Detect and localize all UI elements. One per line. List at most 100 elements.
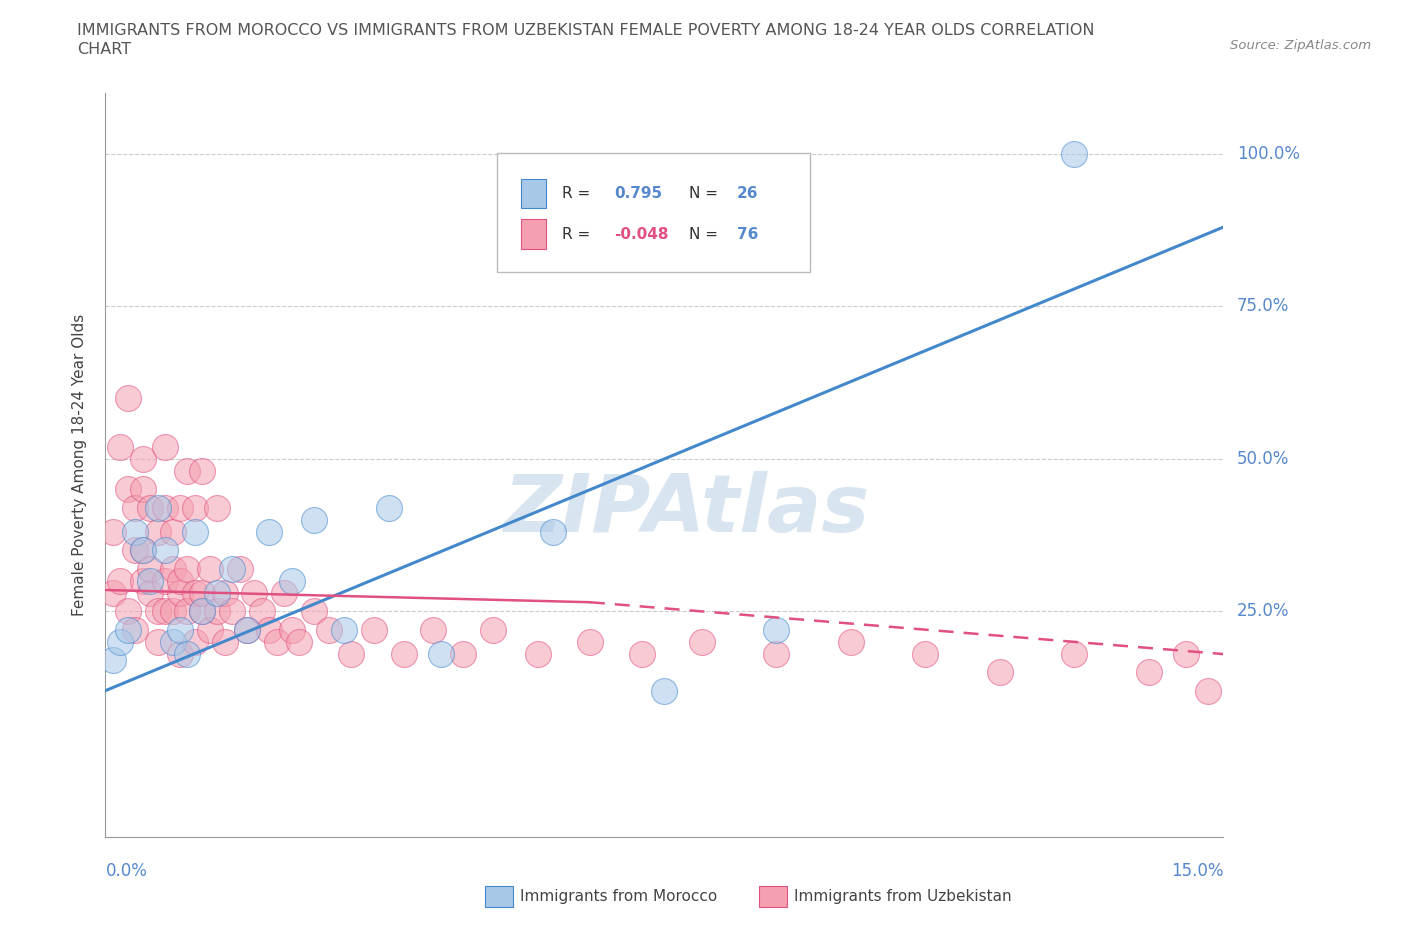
Text: 0.0%: 0.0% bbox=[105, 862, 148, 880]
Point bbox=[132, 482, 155, 497]
Point bbox=[214, 634, 236, 649]
Point bbox=[259, 525, 281, 539]
Text: Immigrants from Uzbekistan: Immigrants from Uzbekistan bbox=[794, 889, 1012, 904]
Point bbox=[169, 574, 191, 589]
Point bbox=[914, 646, 936, 661]
Text: 100.0%: 100.0% bbox=[1237, 145, 1301, 163]
Text: R =: R = bbox=[561, 186, 589, 201]
Point bbox=[318, 622, 340, 637]
Point bbox=[191, 604, 214, 618]
Point bbox=[482, 622, 505, 637]
Point bbox=[162, 525, 184, 539]
Point bbox=[153, 439, 176, 454]
Point bbox=[162, 604, 184, 618]
Point bbox=[124, 500, 146, 515]
Point bbox=[146, 500, 169, 515]
Point bbox=[184, 500, 207, 515]
Point bbox=[110, 439, 132, 454]
Point bbox=[422, 622, 444, 637]
Point bbox=[340, 646, 363, 661]
Point bbox=[146, 604, 169, 618]
Text: Immigrants from Morocco: Immigrants from Morocco bbox=[520, 889, 717, 904]
Point bbox=[1137, 665, 1160, 680]
Point bbox=[430, 646, 453, 661]
Point bbox=[153, 543, 176, 558]
Point bbox=[162, 561, 184, 576]
Point bbox=[250, 604, 273, 618]
Point bbox=[281, 574, 304, 589]
Point bbox=[765, 646, 787, 661]
Point bbox=[198, 622, 221, 637]
Point bbox=[124, 525, 146, 539]
Point bbox=[139, 586, 162, 601]
Point bbox=[236, 622, 259, 637]
Point bbox=[124, 622, 146, 637]
Point bbox=[184, 634, 207, 649]
Point bbox=[153, 574, 176, 589]
Point bbox=[117, 622, 139, 637]
Point bbox=[169, 622, 191, 637]
Point bbox=[1063, 147, 1085, 162]
Point bbox=[236, 622, 259, 637]
Point bbox=[117, 604, 139, 618]
Point bbox=[363, 622, 385, 637]
Point bbox=[631, 646, 654, 661]
Point bbox=[110, 574, 132, 589]
Point bbox=[205, 604, 228, 618]
Point bbox=[1175, 646, 1198, 661]
Point bbox=[176, 646, 198, 661]
Text: 76: 76 bbox=[737, 227, 758, 242]
Point bbox=[302, 512, 325, 527]
Point bbox=[139, 561, 162, 576]
Point bbox=[273, 586, 295, 601]
Text: Source: ZipAtlas.com: Source: ZipAtlas.com bbox=[1230, 39, 1371, 52]
Point bbox=[101, 586, 124, 601]
Point bbox=[101, 653, 124, 668]
Point bbox=[139, 500, 162, 515]
Point bbox=[988, 665, 1011, 680]
Point bbox=[146, 634, 169, 649]
Point bbox=[221, 561, 243, 576]
Point bbox=[377, 500, 399, 515]
Point bbox=[302, 604, 325, 618]
Point bbox=[690, 634, 713, 649]
Y-axis label: Female Poverty Among 18-24 Year Olds: Female Poverty Among 18-24 Year Olds bbox=[72, 314, 87, 617]
Text: N =: N = bbox=[689, 186, 718, 201]
Text: CHART: CHART bbox=[77, 42, 131, 57]
Text: -0.048: -0.048 bbox=[614, 227, 668, 242]
Point bbox=[153, 604, 176, 618]
Point bbox=[153, 500, 176, 515]
Point bbox=[392, 646, 415, 661]
Point bbox=[579, 634, 602, 649]
Point bbox=[526, 646, 548, 661]
Point bbox=[205, 500, 228, 515]
Point bbox=[162, 634, 184, 649]
Point bbox=[205, 586, 228, 601]
Text: 0.795: 0.795 bbox=[614, 186, 662, 201]
Point bbox=[132, 451, 155, 466]
Point bbox=[101, 525, 124, 539]
Point bbox=[176, 604, 198, 618]
Text: 26: 26 bbox=[737, 186, 758, 201]
Text: IMMIGRANTS FROM MOROCCO VS IMMIGRANTS FROM UZBEKISTAN FEMALE POVERTY AMONG 18-24: IMMIGRANTS FROM MOROCCO VS IMMIGRANTS FR… bbox=[77, 23, 1095, 38]
Point bbox=[198, 561, 221, 576]
Point bbox=[169, 646, 191, 661]
Point bbox=[191, 464, 214, 479]
Point bbox=[146, 525, 169, 539]
Text: N =: N = bbox=[689, 227, 718, 242]
Point bbox=[451, 646, 474, 661]
Point bbox=[541, 525, 564, 539]
Point bbox=[117, 391, 139, 405]
Point bbox=[839, 634, 862, 649]
Point bbox=[191, 604, 214, 618]
Point bbox=[333, 622, 356, 637]
Text: 15.0%: 15.0% bbox=[1171, 862, 1223, 880]
Point bbox=[288, 634, 311, 649]
Point bbox=[266, 634, 288, 649]
Point bbox=[169, 586, 191, 601]
Text: 50.0%: 50.0% bbox=[1237, 450, 1289, 468]
Point bbox=[184, 525, 207, 539]
Point bbox=[259, 622, 281, 637]
Point bbox=[1197, 684, 1219, 698]
Point bbox=[214, 586, 236, 601]
